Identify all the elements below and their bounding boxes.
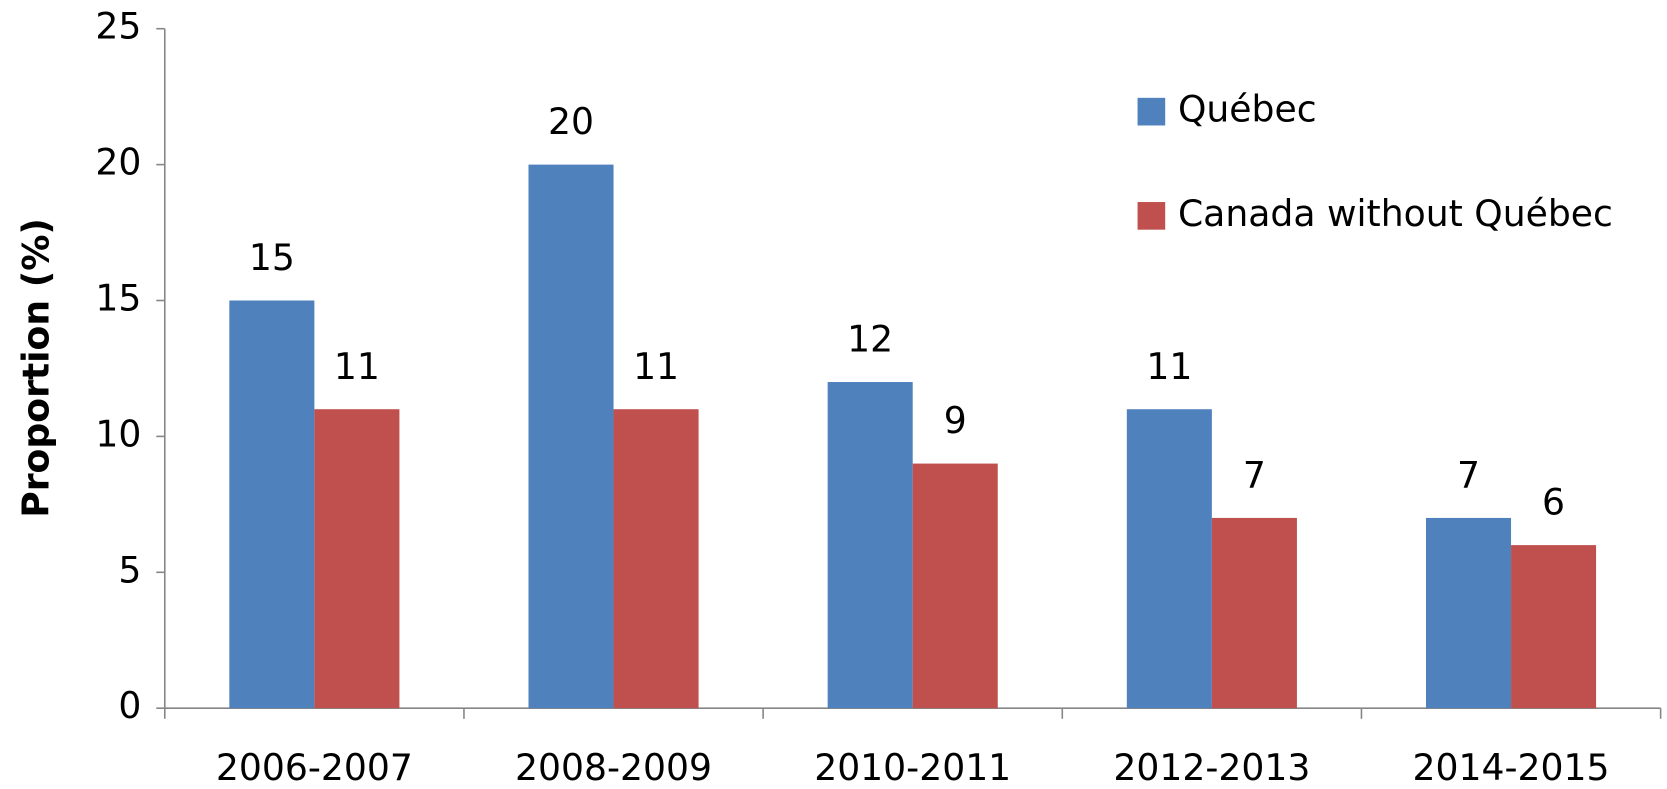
y-tick-label: 0 — [118, 684, 141, 727]
bar — [229, 300, 315, 709]
bar — [528, 164, 614, 709]
y-axis-label: Proportion (%) — [14, 218, 57, 518]
y-tick-label: 10 — [95, 412, 141, 455]
x-tick-label: 2014-2015 — [1413, 746, 1610, 789]
x-tick-label: 2006-2007 — [216, 746, 413, 789]
data-label: 7 — [1457, 454, 1480, 497]
bar — [1425, 517, 1512, 709]
legend-label: Canada without Québec — [1178, 192, 1613, 235]
bar — [827, 382, 913, 709]
bar — [1126, 409, 1212, 709]
data-label: 11 — [633, 345, 679, 388]
y-tick-label: 5 — [118, 548, 141, 591]
bar — [613, 409, 699, 709]
data-label: 6 — [1542, 481, 1565, 524]
data-label: 7 — [1243, 454, 1266, 497]
data-label: 15 — [249, 236, 295, 279]
legend-swatch — [1137, 97, 1166, 126]
legend-label: Québec — [1178, 88, 1317, 131]
bar — [1211, 517, 1297, 709]
y-tick-label: 20 — [95, 141, 141, 184]
bar — [1511, 545, 1597, 709]
data-label: 20 — [548, 100, 594, 143]
data-label: 12 — [847, 318, 893, 361]
data-label: 11 — [334, 345, 380, 388]
data-label: 11 — [1146, 345, 1192, 388]
legend-swatch — [1137, 202, 1166, 230]
x-tick-label: 2008-2009 — [515, 746, 712, 789]
bar — [314, 409, 400, 709]
y-tick-label: 15 — [95, 276, 141, 319]
x-tick-label: 2010-2011 — [814, 746, 1011, 789]
bar — [912, 463, 998, 709]
data-label: 9 — [944, 399, 967, 442]
x-tick-label: 2012-2013 — [1113, 746, 1310, 789]
y-tick-label: 25 — [95, 5, 141, 48]
